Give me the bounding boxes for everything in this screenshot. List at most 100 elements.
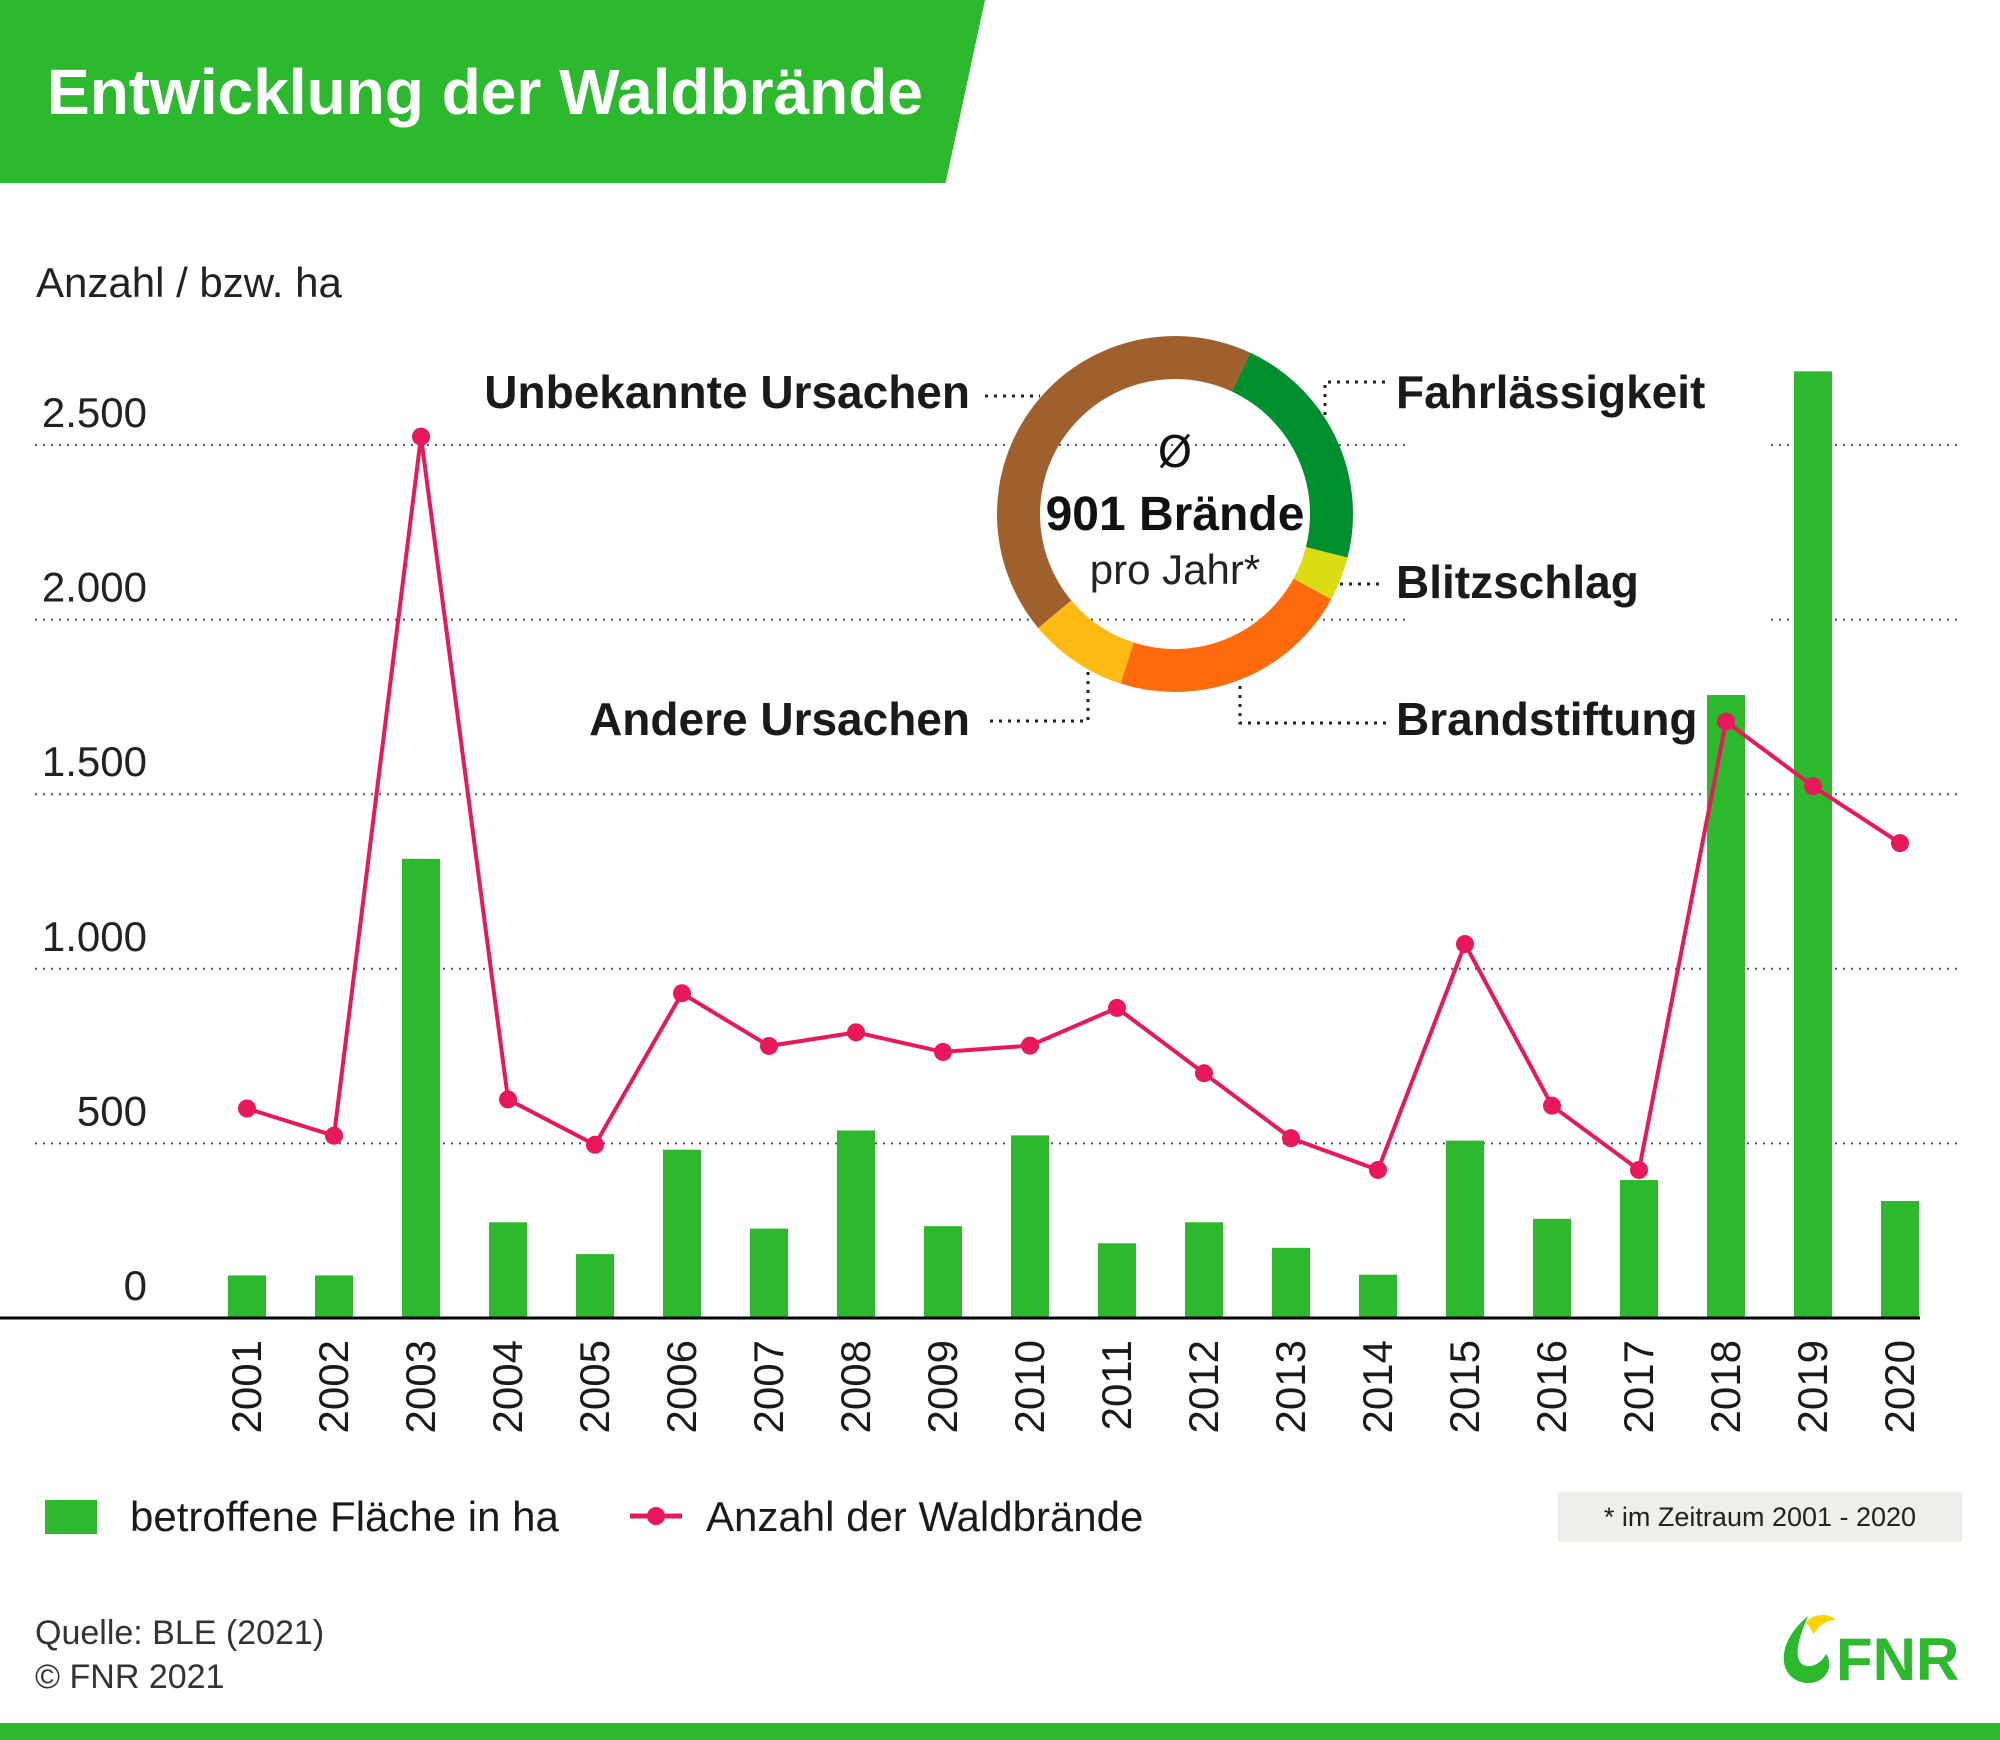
- fires-point-2018: [1717, 712, 1735, 731]
- fires-point-2016: [1543, 1096, 1561, 1115]
- x-tick-label: 2004: [484, 1340, 531, 1433]
- bottom-bar: [0, 1723, 2000, 1740]
- donut-center-symbol: Ø: [1158, 427, 1193, 478]
- x-tick-label: 2017: [1615, 1340, 1662, 1433]
- y-tick-label: 500: [77, 1087, 147, 1134]
- donut-label-brandstiftung: Brandstiftung: [1396, 693, 1698, 745]
- bar-2003: [402, 858, 440, 1318]
- callout-andere-ursachen: [985, 672, 1090, 723]
- fires-point-2007: [760, 1036, 778, 1055]
- x-tick-label: 2010: [1006, 1340, 1053, 1433]
- callout-fahrlaessigkeit: [1323, 380, 1388, 415]
- fires-point-2006: [673, 984, 691, 1003]
- bar-2020: [1881, 1201, 1919, 1318]
- y-tick-label: 1.000: [42, 913, 147, 960]
- bar-2006: [663, 1149, 701, 1318]
- bar-2016: [1533, 1218, 1571, 1318]
- donut-label-unbekannte-ursachen: Unbekannte Ursachen: [484, 366, 970, 418]
- fires-point-2003: [412, 427, 430, 446]
- x-tick-labels: 2001 2002 2003 2004 2005 2006 2007 2008 2009 2010…: [223, 1340, 1923, 1433]
- bar-2017: [1620, 1180, 1658, 1318]
- fires-line: [246, 434, 1902, 1172]
- fires-point-2005: [586, 1135, 604, 1154]
- title-banner: [0, 0, 985, 183]
- bar-2019: [1794, 371, 1832, 1318]
- x-tick-label: 2005: [571, 1340, 618, 1433]
- bar-2007: [750, 1228, 788, 1318]
- bar-2004: [489, 1222, 527, 1318]
- footnote: * im Zeitraum 2001 - 2020: [1558, 1492, 1962, 1542]
- y-tick-label: 2.500: [42, 389, 147, 436]
- line-series: [238, 427, 1909, 1179]
- bar-2011: [1098, 1243, 1136, 1318]
- y-tick-labels: 0 500 1.000 1.500 2.000 2.500: [42, 389, 147, 1309]
- fires-point-2002: [325, 1126, 343, 1145]
- fires-point-2010: [1021, 1036, 1039, 1055]
- x-tick-label: 2006: [658, 1340, 705, 1433]
- bar-2012: [1185, 1222, 1223, 1318]
- fnr-logo: FNR: [1783, 1614, 1959, 1690]
- x-tick-label: 2001: [223, 1340, 270, 1433]
- donut-center-sub: pro Jahr*: [1090, 546, 1260, 593]
- bar-2015: [1446, 1140, 1484, 1318]
- donut-label-blitzschlag: Blitzschlag: [1396, 556, 1639, 608]
- x-tick-label: 2009: [919, 1340, 966, 1433]
- bar-2014: [1359, 1274, 1397, 1318]
- fires-point-2014: [1369, 1160, 1387, 1179]
- x-tick-label: 2015: [1441, 1340, 1488, 1433]
- x-tick-label: 2019: [1789, 1340, 1836, 1433]
- bar-series: [228, 371, 1919, 1318]
- chart-title: Entwicklung der Waldbrände: [47, 56, 923, 128]
- donut-backdrop: [1410, 355, 1770, 695]
- donut-segment: [997, 335, 1251, 628]
- copyright-line: © FNR 2021: [35, 1658, 225, 1696]
- bar-2002: [315, 1275, 353, 1318]
- legend-swatch-area: [45, 1500, 97, 1534]
- source-line: Quelle: BLE (2021): [35, 1614, 325, 1652]
- x-tick-label: 2007: [745, 1340, 792, 1433]
- fires-point-2019: [1804, 777, 1822, 796]
- y-tick-label: 2.000: [42, 564, 147, 611]
- donut-center-value: 901 Brände: [1046, 488, 1305, 541]
- fires-point-2011: [1108, 998, 1126, 1017]
- fires-point-2013: [1282, 1129, 1300, 1148]
- fires-point-2020: [1891, 834, 1909, 853]
- donut-segment: [1293, 547, 1348, 600]
- x-tick-label: 2018: [1702, 1340, 1749, 1433]
- bar-2008: [837, 1130, 875, 1318]
- callout-brandstiftung: [1238, 686, 1388, 725]
- x-tick-label: 2011: [1093, 1340, 1140, 1430]
- y-tick-label: 0: [124, 1262, 147, 1309]
- x-tick-label: 2008: [832, 1340, 879, 1433]
- donut-segment: [1120, 578, 1332, 692]
- bar-2013: [1272, 1247, 1310, 1318]
- fires-point-2009: [934, 1042, 952, 1061]
- fires-point-2017: [1630, 1160, 1648, 1179]
- legend-label-fires: Anzahl der Waldbrände: [706, 1493, 1143, 1540]
- donut-segment: [1232, 352, 1353, 558]
- fires-point-2012: [1195, 1064, 1213, 1083]
- fires-point-2001: [238, 1099, 256, 1118]
- x-tick-label: 2012: [1180, 1340, 1227, 1433]
- fnr-logo-text: FNR: [1836, 1626, 1959, 1690]
- donut-label-andere-ursachen: Andere Ursachen: [589, 693, 970, 745]
- fires-point-2015: [1456, 935, 1474, 954]
- x-tick-label: 2014: [1354, 1340, 1401, 1433]
- x-tick-label: 2016: [1528, 1340, 1575, 1433]
- donut-chart: [997, 335, 1353, 692]
- donut-label-fahrlaessigkeit: Fahrlässigkeit: [1396, 366, 1705, 418]
- x-tick-label: 2020: [1876, 1340, 1923, 1433]
- y-axis-label: Anzahl / bzw. ha: [36, 259, 342, 306]
- y-tick-label: 1.500: [42, 738, 147, 785]
- bar-2009: [924, 1226, 962, 1318]
- fires-point-2008: [847, 1023, 865, 1042]
- legend-marker-fires: [647, 1507, 665, 1525]
- bar-2010: [1011, 1135, 1049, 1318]
- legend-label-area: betroffene Fläche in ha: [130, 1493, 560, 1540]
- x-tick-label: 2013: [1267, 1340, 1314, 1433]
- bar-2001: [228, 1275, 266, 1318]
- x-tick-label: 2002: [310, 1340, 357, 1433]
- donut-segment: [1038, 600, 1134, 684]
- fires-point-2004: [499, 1090, 517, 1109]
